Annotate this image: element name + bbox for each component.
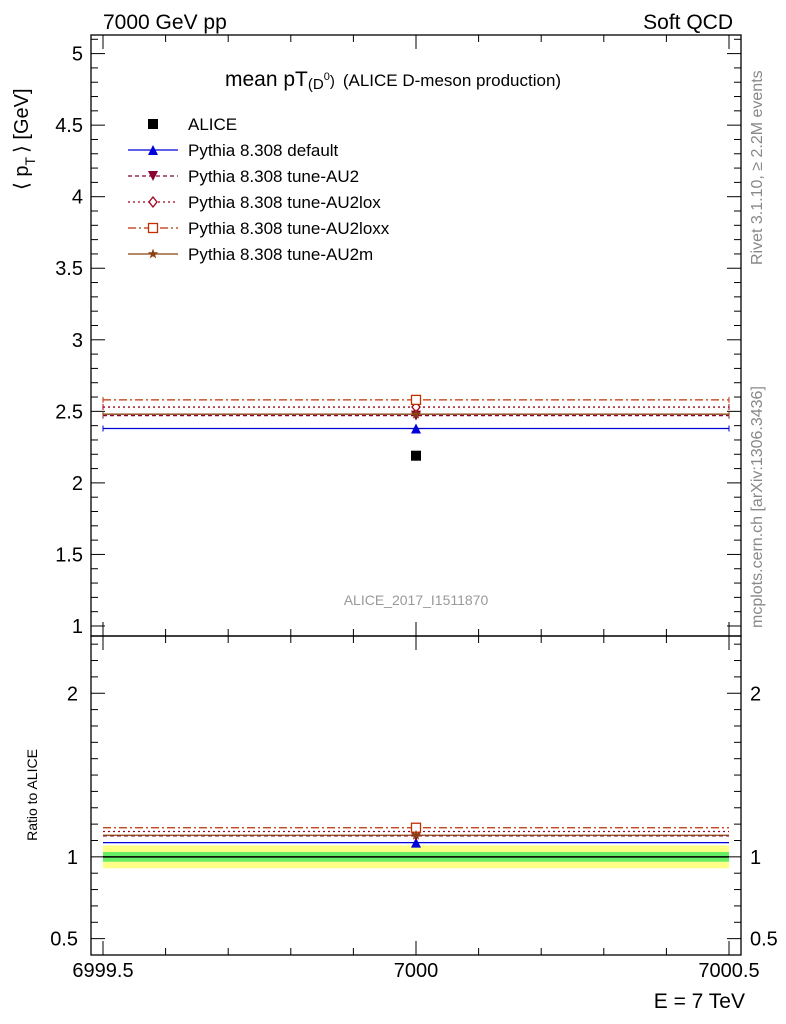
analysis-watermark: ALICE_2017_I1511870 (344, 592, 489, 608)
main-ytick-label: 4.5 (55, 115, 83, 137)
alice-data-point (411, 450, 421, 461)
main-ytick-label: 2.5 (55, 401, 83, 423)
ratio-ytick-label-right: 1 (750, 847, 761, 869)
mcplots-label: mcplots.cern.ch [arXiv:1306.3436] (749, 386, 766, 628)
ratio-ytick-label-right: 0.5 (750, 929, 778, 951)
series-layer (102, 394, 730, 848)
ratio-ytick-label-right: 2 (750, 683, 761, 705)
rivet-label: Rivet 3.1.10, ≥ 2.2M events (749, 70, 766, 265)
xtick-label: 7000 (394, 960, 439, 982)
title-sup-open: (D (308, 76, 324, 93)
main-ytick-label: 1.5 (55, 544, 83, 566)
ratio-ytick-label: 0.5 (50, 929, 78, 951)
axes-layer: 1 1.5 2 2.5 3 3.5 4 4.5 5 0.5 0.5 1 1 2 2 6999.5 7000 700… (50, 34, 778, 982)
ylabel-p: ⟨ p (11, 166, 33, 190)
series-marker-au2loxx (410, 394, 422, 406)
legend-marker-au2lox (148, 195, 158, 209)
legend-label-alice: ALICE (188, 115, 237, 134)
main-title: mean pT(D0) (ALICE D-meson production) (225, 68, 561, 93)
legend-marker-au2loxx (147, 222, 159, 234)
legend-label-au2loxx: Pythia 8.308 tune-AU2loxx (188, 219, 390, 238)
main-ytick-label: 3.5 (55, 258, 83, 280)
ratio-marker-au2m (410, 829, 422, 840)
ratio-ytick-label: 2 (67, 683, 78, 705)
legend-label-au2lox: Pythia 8.308 tune-AU2lox (188, 193, 381, 212)
ylabel-sub: T (22, 157, 38, 166)
title-main: mean pT (225, 68, 308, 91)
main-ytick-label: 2 (72, 473, 83, 495)
header-right: Soft QCD (643, 11, 733, 34)
xtick-label: 7000.5 (698, 960, 759, 982)
main-ylabel: ⟨ pT ⟩ [GeV] (11, 88, 38, 190)
series-marker-au2m (410, 408, 422, 419)
title-sup-zero: 0 (324, 71, 330, 83)
main-ytick-label: 4 (72, 187, 83, 209)
legend-marker-au2 (148, 171, 158, 181)
legend: ALICE Pythia 8.308 default Pythia 8.308 tu… (128, 115, 390, 264)
xtick-label: 6999.5 (72, 960, 133, 982)
ratio-frame (90, 635, 742, 956)
header-left: 7000 GeV pp (103, 11, 227, 34)
legend-marker-alice (148, 119, 158, 129)
ratio-ylabel: Ratio to ALICE (24, 749, 40, 841)
ratio-marker-default (411, 837, 421, 848)
legend-label-au2: Pythia 8.308 tune-AU2 (188, 167, 359, 186)
legend-marker-default (148, 145, 158, 155)
ylabel-unit: ⟩ [GeV] (11, 88, 33, 153)
legend-label-default: Pythia 8.308 default (188, 141, 339, 160)
ratio-band-layer (103, 845, 729, 869)
xlabel: E = 7 TeV (654, 990, 745, 1013)
title-rest: (ALICE D-meson production) (343, 71, 561, 90)
legend-label-au2m: Pythia 8.308 tune-AU2m (188, 245, 373, 264)
main-ytick-label: 5 (72, 44, 83, 66)
title-sup-close: ) (330, 73, 335, 90)
main-ytick-label: 3 (72, 330, 83, 352)
ratio-ytick-label: 1 (67, 847, 78, 869)
legend-marker-au2m (147, 248, 159, 259)
main-ytick-label: 1 (72, 616, 83, 638)
series-marker-default (411, 423, 421, 434)
